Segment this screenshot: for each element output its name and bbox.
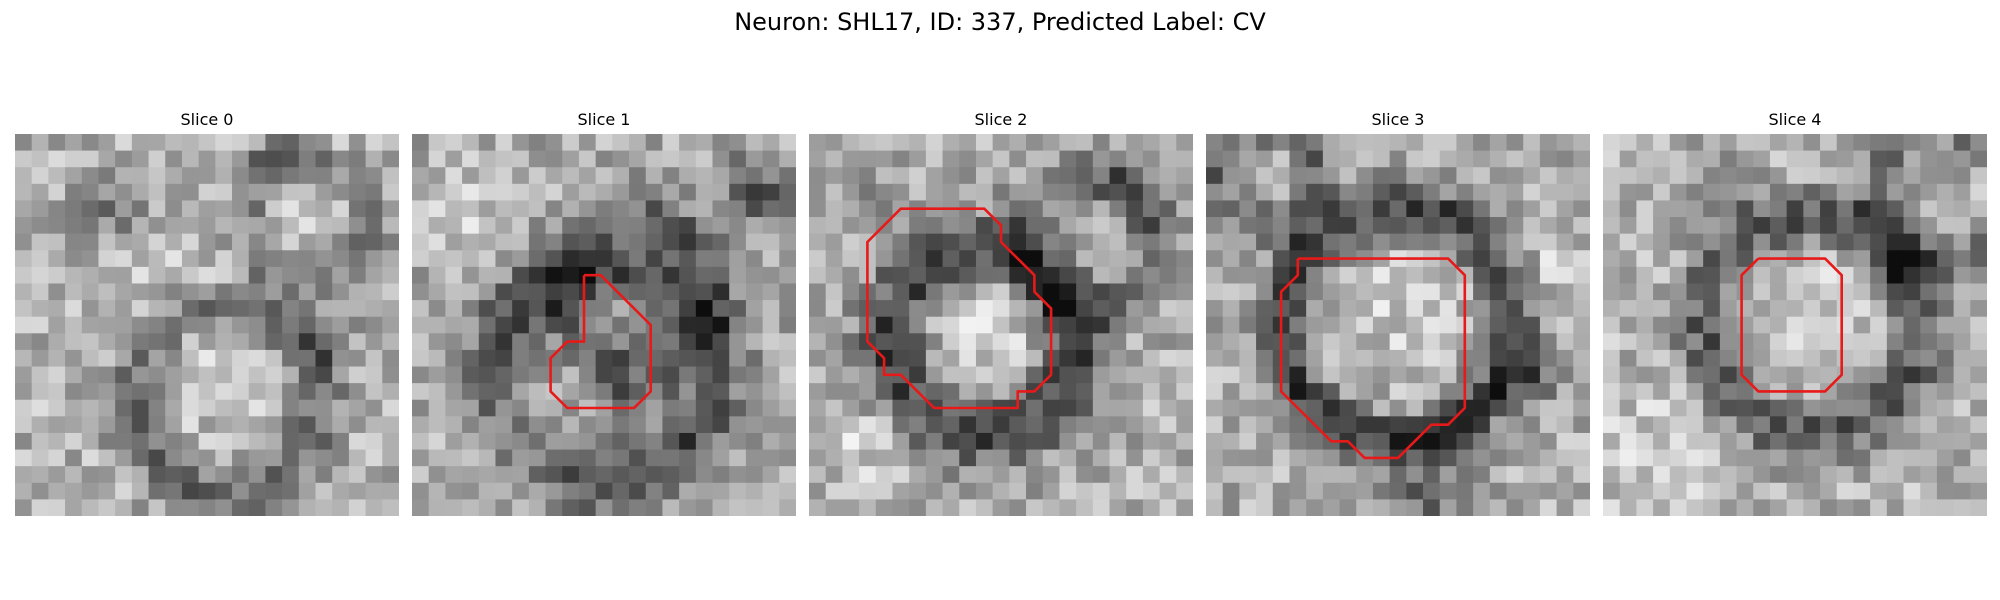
segmentation-contour [1740, 257, 1843, 393]
panel-title: Slice 0 [180, 110, 234, 129]
figure-title: Neuron: SHL17, ID: 337, Predicted Label:… [734, 8, 1266, 36]
slice-image-0 [15, 134, 399, 516]
slice-image-4 [1603, 134, 1987, 516]
slice-image-2 [809, 134, 1193, 516]
slice-image-3 [1206, 134, 1590, 516]
panel-title: Slice 3 [1371, 110, 1425, 129]
panel-title: Slice 1 [577, 110, 631, 129]
slice-image-1 [412, 134, 796, 516]
segmentation-contour [549, 273, 652, 410]
panel-title: Slice 4 [1768, 110, 1822, 129]
panel-title: Slice 2 [974, 110, 1028, 129]
segmentation-contour [866, 207, 1053, 410]
segmentation-contour [1279, 257, 1467, 460]
